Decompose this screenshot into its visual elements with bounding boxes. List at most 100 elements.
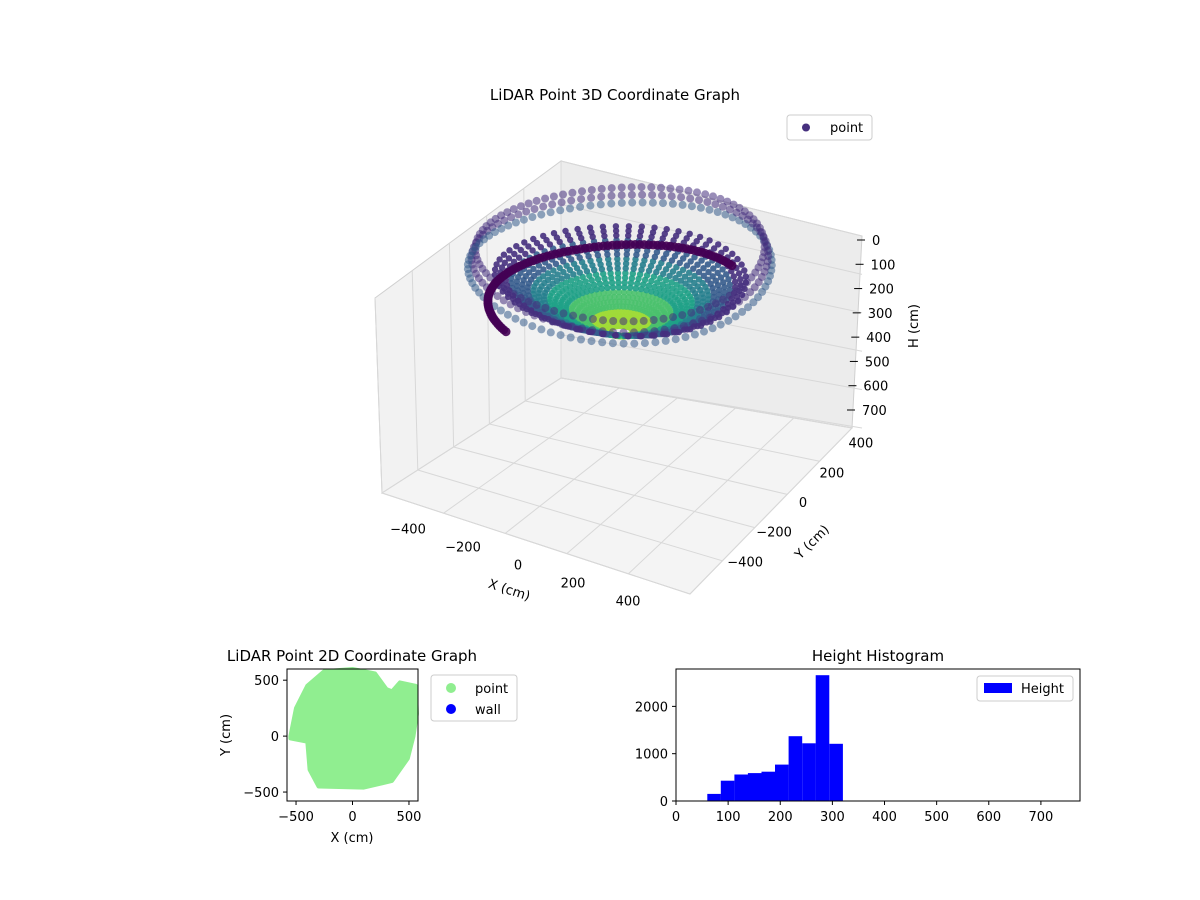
point-3d bbox=[605, 289, 612, 296]
point-3d bbox=[496, 256, 503, 263]
point-3d bbox=[613, 251, 621, 258]
point-3d bbox=[683, 235, 690, 242]
point-3d bbox=[554, 271, 561, 278]
point-3d bbox=[522, 308, 531, 316]
z-tick-3d: 0 bbox=[872, 234, 880, 249]
point-3d bbox=[640, 328, 649, 336]
point-3d bbox=[571, 281, 578, 288]
point-3d bbox=[722, 245, 729, 253]
point-3d bbox=[535, 269, 542, 276]
point-3d bbox=[586, 201, 595, 210]
point-3d bbox=[705, 268, 712, 276]
point-3d bbox=[691, 272, 698, 280]
point-3d bbox=[728, 302, 737, 310]
legend-2d-label-wall: wall bbox=[475, 703, 501, 718]
chart-3d-title: LiDAR Point 3D Coordinate Graph bbox=[490, 86, 740, 104]
x-ticks-hist: 0 100 200 300 400 500 600 700 bbox=[672, 801, 1053, 825]
point-3d bbox=[700, 272, 707, 279]
point-3d bbox=[696, 203, 705, 212]
point-3d bbox=[614, 260, 621, 267]
x-tick-hist: 500 bbox=[924, 810, 949, 825]
point-3d bbox=[617, 191, 626, 200]
point-3d bbox=[741, 267, 748, 274]
point-3d bbox=[700, 265, 707, 272]
point-3d bbox=[587, 193, 596, 202]
point-3d bbox=[675, 228, 682, 235]
point-3d bbox=[714, 269, 721, 277]
histogram-bar bbox=[802, 743, 816, 801]
point-3d bbox=[696, 233, 704, 241]
x-tick-3d: −200 bbox=[445, 540, 481, 555]
point-3d bbox=[742, 273, 749, 280]
point-3d bbox=[693, 238, 700, 245]
y-tick-3d: −400 bbox=[727, 555, 763, 570]
y-tick-2d: 0 bbox=[271, 730, 279, 745]
point-3d bbox=[552, 260, 560, 267]
point-3d bbox=[651, 224, 658, 231]
point-3d bbox=[671, 335, 680, 344]
point-3d bbox=[588, 315, 597, 323]
point-3d bbox=[623, 251, 630, 258]
point-3d bbox=[597, 192, 606, 201]
point-3d bbox=[522, 250, 529, 258]
point-3d bbox=[502, 286, 511, 295]
z-tick-3d: 200 bbox=[869, 283, 894, 298]
point-3d bbox=[511, 218, 520, 227]
point-3d bbox=[719, 295, 728, 304]
z-tick-3d: 300 bbox=[868, 307, 893, 322]
point-3d bbox=[715, 241, 722, 248]
point-3d bbox=[550, 230, 558, 237]
point-3d bbox=[710, 289, 717, 296]
point-3d bbox=[549, 192, 558, 201]
point-3d bbox=[619, 317, 628, 326]
point-3d bbox=[532, 196, 541, 205]
point-3d bbox=[609, 328, 617, 337]
point-3d bbox=[490, 228, 499, 237]
point-3d bbox=[681, 333, 690, 341]
point-3d bbox=[556, 331, 565, 340]
point-3d bbox=[630, 328, 638, 337]
z-tick-3d: 600 bbox=[863, 380, 888, 395]
x-axis-label-2d: X (cm) bbox=[331, 831, 374, 846]
point-3d bbox=[640, 339, 649, 348]
point-3d bbox=[721, 306, 730, 315]
histogram-bar bbox=[747, 773, 762, 801]
point-3d bbox=[676, 270, 683, 278]
x-tick-3d: 400 bbox=[616, 595, 641, 610]
point-3d bbox=[493, 261, 500, 268]
x-ticks-3d: −400 −200 0 200 400 bbox=[390, 522, 640, 609]
point-3d bbox=[550, 267, 557, 274]
x-tick-2d: 0 bbox=[348, 810, 356, 825]
y-tick-hist: 0 bbox=[660, 795, 668, 810]
point-3d bbox=[615, 284, 622, 291]
z-ticks-3d: 0 100 200 300 400 500 600 700 bbox=[847, 234, 895, 419]
point-3d bbox=[546, 328, 555, 337]
point-3d bbox=[684, 186, 693, 195]
x-tick-hist: 0 bbox=[672, 810, 680, 825]
point-3d bbox=[568, 188, 577, 197]
point-3d bbox=[724, 316, 733, 325]
point-3d bbox=[574, 225, 581, 233]
y-tick-hist: 1000 bbox=[635, 748, 668, 763]
point-3d bbox=[667, 192, 676, 201]
point-3d bbox=[625, 232, 632, 239]
point-3d bbox=[620, 293, 627, 301]
point-3d bbox=[678, 200, 687, 209]
point-3d bbox=[570, 271, 577, 278]
point-3d bbox=[626, 289, 633, 296]
x-ticks-2d: −500 0 500 bbox=[278, 801, 421, 825]
point-3d bbox=[621, 274, 629, 282]
point-3d bbox=[622, 270, 629, 277]
z-tick-3d: 100 bbox=[871, 258, 896, 273]
point-3d bbox=[598, 327, 607, 336]
point-3d bbox=[735, 270, 743, 277]
histogram-title: Height Histogram bbox=[812, 647, 944, 665]
point-3d bbox=[506, 300, 515, 309]
point-3d bbox=[625, 223, 633, 230]
point-3d bbox=[485, 231, 494, 240]
point-3d bbox=[491, 266, 499, 273]
point-3d bbox=[537, 325, 546, 334]
point-3d bbox=[627, 183, 636, 192]
z-tick-3d: 500 bbox=[865, 355, 890, 370]
point-3d bbox=[546, 241, 554, 248]
